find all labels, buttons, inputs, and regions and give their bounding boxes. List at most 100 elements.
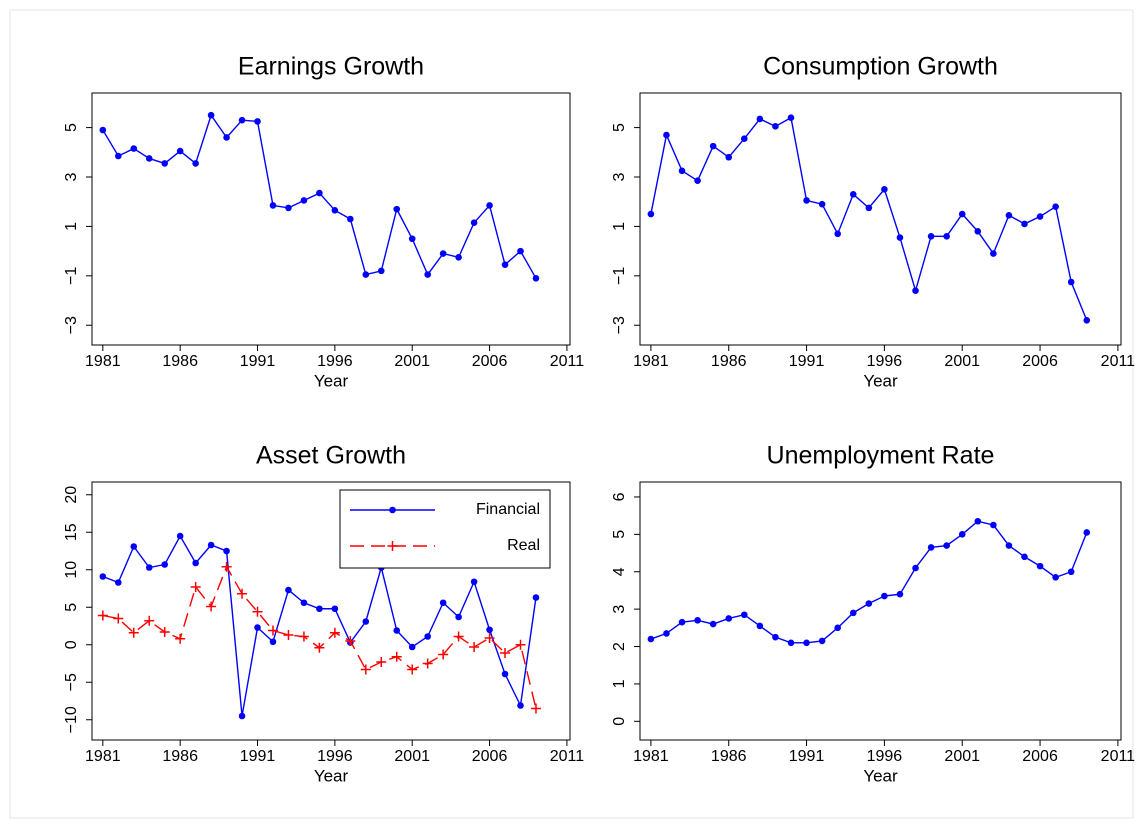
x-tick-label: 1996	[867, 748, 903, 765]
point	[362, 271, 370, 278]
point	[238, 712, 246, 720]
point	[254, 624, 261, 631]
point	[647, 635, 655, 643]
point	[834, 230, 841, 238]
point	[881, 186, 888, 193]
point	[316, 605, 323, 613]
point	[407, 664, 418, 675]
point	[347, 215, 354, 223]
point	[517, 247, 524, 255]
y-tick-label: 5	[611, 530, 628, 539]
point	[787, 639, 795, 647]
point	[803, 197, 810, 204]
point	[130, 543, 138, 550]
point	[408, 235, 416, 243]
x-tick-label: 2011	[1101, 353, 1136, 370]
point	[439, 250, 447, 257]
point	[881, 592, 888, 600]
point	[501, 670, 509, 678]
point	[113, 613, 124, 624]
y-tick-label: 5	[611, 123, 628, 132]
y-tick-label: −5	[63, 673, 80, 691]
point	[896, 590, 904, 598]
y-tick-label: 15	[63, 523, 80, 541]
point	[740, 611, 748, 619]
x-tick-label: 2011	[550, 353, 585, 370]
point	[175, 633, 186, 644]
y-tick-label: 3	[63, 172, 80, 181]
x-tick-label: 2011	[550, 748, 585, 765]
point	[1052, 574, 1059, 581]
point	[772, 123, 779, 130]
point	[376, 657, 387, 667]
point	[532, 274, 540, 282]
chart-title: Asset Growth	[256, 442, 406, 470]
point	[896, 234, 904, 241]
point	[252, 606, 263, 617]
point	[345, 636, 356, 646]
y-tick-label: 3	[611, 605, 628, 614]
x-axis-label: Year	[314, 371, 349, 390]
chart-title: Consumption Growth	[763, 53, 998, 81]
point	[238, 116, 246, 124]
point	[912, 564, 919, 572]
x-axis-label: Year	[863, 371, 898, 390]
point	[267, 625, 278, 636]
point	[756, 622, 764, 630]
y-tick-label: 5	[63, 123, 80, 132]
point	[865, 204, 873, 212]
point	[740, 135, 748, 143]
point	[176, 532, 184, 540]
y-tick-label: 5	[63, 603, 80, 612]
point	[192, 160, 199, 167]
point	[300, 599, 308, 607]
point	[145, 155, 153, 162]
point	[316, 189, 323, 197]
point	[1036, 562, 1044, 570]
legend-label: Financial	[476, 501, 540, 518]
y-tick-label: 4	[611, 567, 628, 576]
x-tick-label: 1981	[633, 353, 669, 370]
x-tick-label: 1986	[162, 748, 198, 765]
x-tick-label: 1981	[85, 748, 121, 765]
legend-marker	[387, 541, 398, 551]
y-tick-label: 1	[63, 222, 80, 231]
point	[237, 588, 248, 599]
x-tick-label: 1991	[789, 748, 825, 765]
point	[314, 642, 325, 653]
point	[958, 531, 966, 538]
legend-marker	[389, 506, 396, 514]
point	[912, 287, 919, 294]
point	[709, 620, 717, 628]
point	[192, 559, 199, 567]
point	[329, 627, 340, 638]
point	[422, 658, 433, 669]
legend-label: Real	[507, 537, 540, 554]
point	[974, 517, 982, 525]
point	[990, 521, 997, 529]
x-tick-label: 1996	[317, 353, 353, 370]
point	[943, 542, 950, 549]
point	[424, 633, 431, 640]
point	[408, 643, 416, 651]
x-tick-label: 2001	[944, 748, 980, 765]
point	[803, 639, 810, 647]
y-tick-label: −3	[611, 316, 628, 334]
point	[144, 615, 155, 626]
point	[360, 664, 371, 675]
point	[694, 617, 701, 624]
point	[501, 261, 509, 269]
x-tick-label: 2006	[1022, 748, 1058, 765]
point	[114, 579, 122, 586]
point	[298, 631, 309, 642]
point	[97, 610, 108, 621]
point	[1083, 529, 1091, 536]
plot-area	[91, 92, 571, 346]
point	[849, 609, 857, 617]
point	[818, 200, 826, 208]
y-tick-label: −3	[63, 316, 80, 334]
point	[128, 627, 139, 638]
x-axis-label: Year	[863, 766, 898, 785]
point	[469, 642, 480, 652]
point	[285, 204, 292, 212]
